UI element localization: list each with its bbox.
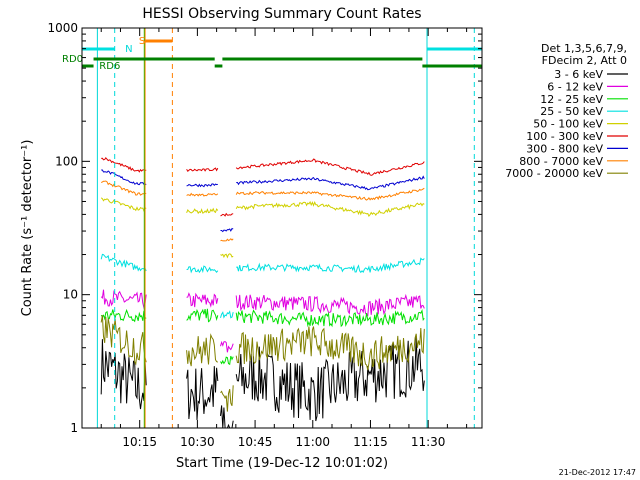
series-line [186, 292, 219, 308]
y-tick-label: 1 [70, 421, 78, 435]
series-line [100, 339, 147, 410]
series-line [235, 326, 425, 371]
legend-label: 50 - 100 keV [533, 118, 603, 131]
series-line [186, 192, 219, 197]
series-line [220, 310, 234, 319]
legend-label: 3 - 6 keV [554, 68, 603, 81]
series-line [236, 175, 425, 191]
series-line [220, 238, 234, 242]
x-tick-label: 11:00 [295, 435, 330, 449]
series-line [186, 333, 219, 367]
x-tick-label: 11:30 [411, 435, 446, 449]
series-4 [100, 253, 425, 319]
legend-label: 300 - 800 keV [526, 142, 603, 155]
legend-header-line-2: FDecim 2, Att 0 [542, 54, 627, 67]
series-line [235, 308, 425, 328]
series-line [220, 340, 234, 353]
y-axis-label: Count Rate (s⁻¹ detector⁻¹) [20, 140, 35, 317]
series-line [100, 197, 147, 212]
x-tick-label: 11:15 [353, 435, 388, 449]
series-line [186, 207, 219, 215]
legend-label: 7000 - 20000 keV [505, 167, 603, 180]
series-line [100, 308, 147, 323]
flag-label-rd0: RD0 [62, 54, 83, 65]
series-7 [101, 169, 425, 233]
series-line [235, 187, 425, 201]
axis-layer: 1 10 100 1000 10:15 10:30 10:45 11:00 11:15 11:30 [47, 21, 482, 449]
series-3 [100, 308, 425, 366]
x-axis-label: Start Time (19-Dec-12 10:01:02) [176, 456, 388, 471]
series-line [101, 156, 147, 173]
series-line [220, 212, 234, 217]
legend-label: 6 - 12 keV [547, 80, 603, 93]
series-line [100, 180, 147, 196]
x-tick-label: 10:30 [180, 435, 215, 449]
series-line [186, 308, 219, 323]
legend-label: 100 - 300 keV [526, 130, 603, 143]
series-line [100, 253, 147, 272]
flag-label-rd6: RD6 [99, 61, 120, 72]
series-line [186, 366, 219, 421]
series-line [235, 293, 425, 317]
x-tick-label: 10:15 [122, 435, 157, 449]
series-5 [100, 197, 425, 259]
flag-label-s: S [139, 36, 145, 47]
legend-label: 12 - 25 keV [540, 93, 603, 106]
series-line [220, 253, 234, 259]
series-line [101, 169, 147, 186]
series-line [235, 200, 425, 218]
series-line [186, 167, 219, 172]
flag-label-n: N [125, 44, 132, 55]
plot-layer: SN RD0 RD6 [62, 28, 482, 429]
series-9 [100, 315, 425, 412]
y-tick-label: 100 [55, 154, 78, 168]
series-line [186, 183, 218, 188]
legend-label: 800 - 7000 keV [519, 155, 603, 168]
series-line [220, 227, 234, 233]
y-tick-label: 10 [63, 288, 78, 302]
series-line [100, 315, 147, 366]
plot-frame [81, 27, 483, 429]
series-8 [100, 180, 425, 242]
series-line [220, 385, 234, 412]
series-line [220, 355, 234, 366]
chart-title: HESSI Observing Summary Count Rates [142, 6, 421, 22]
series-2 [100, 289, 425, 353]
legend-header-line-1: Det 1,3,5,6,7,9, [541, 42, 627, 55]
series-line [100, 289, 147, 310]
legend-label: 25 - 50 keV [540, 105, 603, 118]
footer-date: 21-Dec-2012 17:47 [559, 468, 636, 477]
series-line [236, 257, 425, 274]
series-line [186, 265, 219, 274]
series-6 [101, 156, 425, 217]
y-tick-label: 1000 [47, 21, 78, 35]
series-line [235, 158, 425, 176]
x-tick-label: 10:45 [238, 435, 273, 449]
